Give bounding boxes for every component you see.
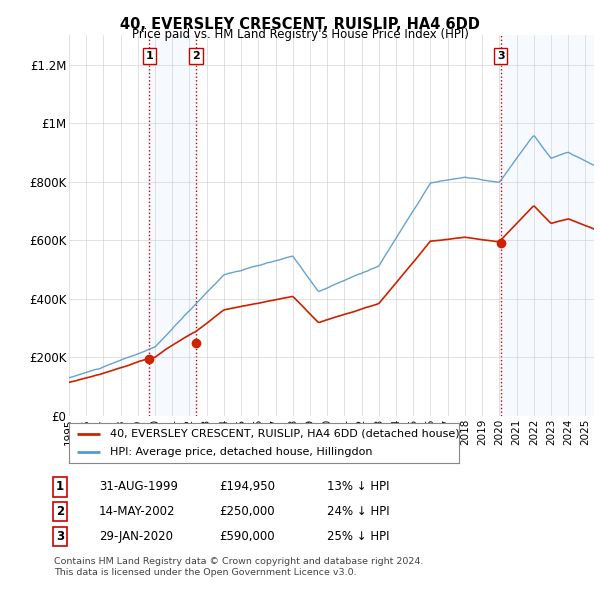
Text: £250,000: £250,000 — [219, 505, 275, 518]
Text: 24% ↓ HPI: 24% ↓ HPI — [327, 505, 389, 518]
Text: £194,950: £194,950 — [219, 480, 275, 493]
Text: 40, EVERSLEY CRESCENT, RUISLIP, HA4 6DD: 40, EVERSLEY CRESCENT, RUISLIP, HA4 6DD — [120, 17, 480, 31]
Text: 13% ↓ HPI: 13% ↓ HPI — [327, 480, 389, 493]
Text: 1: 1 — [146, 51, 153, 61]
Text: 1: 1 — [56, 480, 64, 493]
Text: 2: 2 — [56, 505, 64, 518]
Text: HPI: Average price, detached house, Hillingdon: HPI: Average price, detached house, Hill… — [110, 447, 373, 457]
Text: Price paid vs. HM Land Registry's House Price Index (HPI): Price paid vs. HM Land Registry's House … — [131, 28, 469, 41]
Text: 3: 3 — [56, 530, 64, 543]
Text: 40, EVERSLEY CRESCENT, RUISLIP, HA4 6DD (detached house): 40, EVERSLEY CRESCENT, RUISLIP, HA4 6DD … — [110, 429, 460, 439]
Text: 25% ↓ HPI: 25% ↓ HPI — [327, 530, 389, 543]
Text: 14-MAY-2002: 14-MAY-2002 — [99, 505, 176, 518]
Text: £590,000: £590,000 — [219, 530, 275, 543]
Text: This data is licensed under the Open Government Licence v3.0.: This data is licensed under the Open Gov… — [54, 568, 356, 577]
Text: 29-JAN-2020: 29-JAN-2020 — [99, 530, 173, 543]
Bar — [149, 35, 196, 416]
Bar — [501, 35, 594, 416]
Text: Contains HM Land Registry data © Crown copyright and database right 2024.: Contains HM Land Registry data © Crown c… — [54, 558, 424, 566]
Text: 31-AUG-1999: 31-AUG-1999 — [99, 480, 178, 493]
Text: 3: 3 — [497, 51, 505, 61]
Text: 2: 2 — [192, 51, 200, 61]
